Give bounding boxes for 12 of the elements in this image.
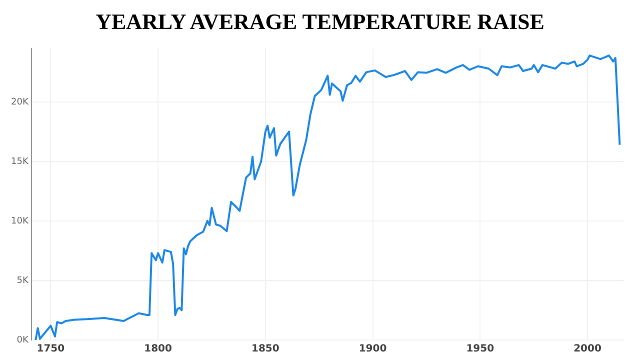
y-tick-label: 0K (16, 335, 30, 346)
x-tick-label: 1950 (466, 344, 494, 355)
x-tick-label: 2000 (574, 344, 602, 355)
x-tick-label: 1900 (358, 344, 387, 355)
x-tick-label: 1800 (144, 344, 172, 355)
chart-title: YEARLY AVERAGE TEMPERATURE RAISE (94, 8, 546, 36)
x-tick-label: 1850 (251, 344, 280, 355)
y-tick-label: 5K (16, 276, 30, 286)
y-tick-label: 10K (10, 216, 30, 226)
y-tick-label: 20K (10, 97, 30, 108)
y-tick-label: 15K (10, 156, 30, 167)
x-tick-label: 1750 (36, 344, 65, 355)
